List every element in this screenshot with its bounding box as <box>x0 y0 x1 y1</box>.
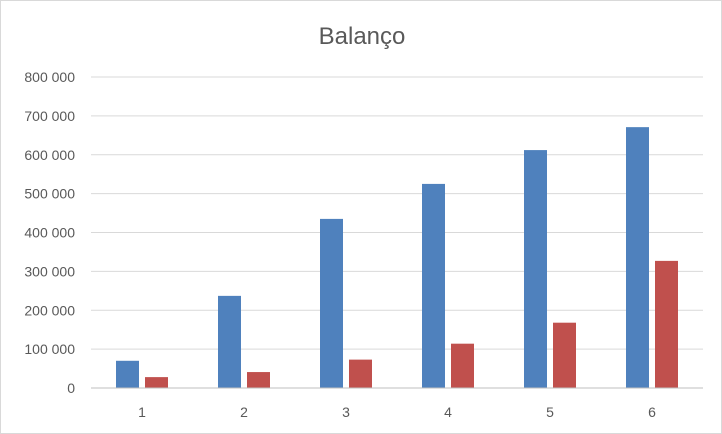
bar-series-1-cat-6 <box>626 127 649 389</box>
bar-series-2-cat-3 <box>349 359 372 388</box>
y-tick-label: 800 000 <box>24 69 75 85</box>
bar-series-2-cat-2 <box>247 372 270 388</box>
x-tick-label: 6 <box>648 404 656 420</box>
x-tick-label: 2 <box>240 404 248 420</box>
y-tick-label: 400 000 <box>24 225 75 241</box>
bar-series-2-cat-1 <box>145 377 168 388</box>
chart-title: Balanço <box>319 23 406 50</box>
y-tick-label: 500 000 <box>24 186 75 202</box>
bar-series-2-cat-5 <box>553 322 576 388</box>
bar-series-1-cat-5 <box>524 150 547 388</box>
bars <box>116 127 678 389</box>
x-tick-label: 1 <box>138 404 146 420</box>
x-tick-label: 3 <box>342 404 350 420</box>
y-axis: 0 100 000 200 000 300 000 400 000 500 000 600 … <box>24 69 75 396</box>
y-tick-label: 200 000 <box>24 302 75 318</box>
gridlines <box>91 76 703 350</box>
bar-series-2-cat-6 <box>655 260 678 388</box>
y-tick-label: 300 000 <box>24 263 75 279</box>
bar-series-1-cat-3 <box>320 218 343 388</box>
y-tick-label: 700 000 <box>24 108 75 124</box>
y-tick-label: 100 000 <box>24 341 75 357</box>
x-tick-label: 5 <box>546 404 554 420</box>
bar-series-1-cat-4 <box>422 183 445 388</box>
bar-series-1-cat-2 <box>218 295 241 388</box>
y-tick-label: 600 000 <box>24 147 75 163</box>
y-tick-label: 0 <box>67 380 75 396</box>
x-axis: 1 2 3 4 5 6 <box>91 387 703 420</box>
bar-series-2-cat-4 <box>451 343 474 388</box>
bar-series-1-cat-1 <box>116 360 139 388</box>
x-tick-label: 4 <box>444 404 452 420</box>
